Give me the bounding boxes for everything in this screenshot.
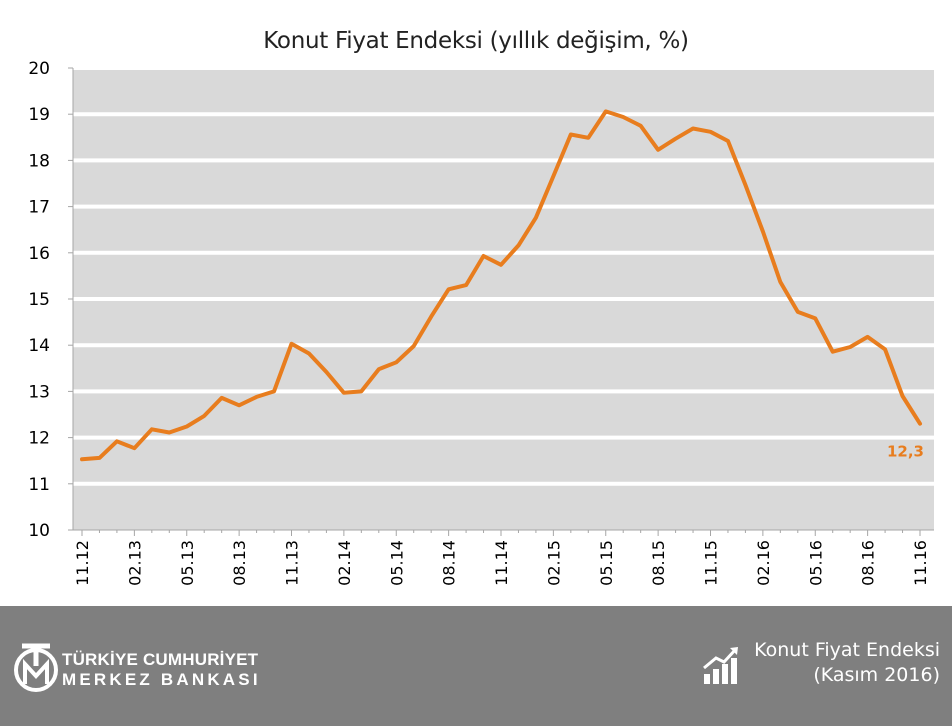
x-tick-label: 05.16 bbox=[806, 540, 825, 586]
y-tick-label: 13 bbox=[28, 382, 50, 402]
series-line bbox=[80, 109, 922, 462]
x-tick-label: 02.14 bbox=[335, 540, 354, 586]
x-tick-label: 02.13 bbox=[125, 540, 144, 586]
y-tick-label: 18 bbox=[28, 151, 50, 171]
footer-title: Konut Fiyat Endeksi bbox=[754, 639, 940, 661]
y-tick-label: 14 bbox=[28, 336, 50, 356]
x-tick-label: 11.14 bbox=[492, 540, 511, 586]
x-tick-label: 11.15 bbox=[702, 540, 721, 586]
bar-chart-growth-icon bbox=[703, 647, 738, 684]
x-tick-label: 11.12 bbox=[73, 540, 92, 586]
logo-text-line2: MERKEZ BANKASI bbox=[62, 670, 261, 689]
logo-text-line1: TÜRKİYE CUMHURİYET bbox=[62, 650, 259, 669]
y-tick-label: 16 bbox=[28, 244, 50, 264]
x-tick-label: 08.14 bbox=[440, 540, 459, 586]
x-tick-label: 08.16 bbox=[859, 540, 878, 586]
tcmb-emblem-icon bbox=[14, 643, 58, 692]
x-tick-label: 08.15 bbox=[649, 540, 668, 586]
y-tick-label: 15 bbox=[28, 290, 50, 310]
x-tick-label: 05.14 bbox=[387, 540, 406, 586]
y-tick-label: 17 bbox=[28, 198, 50, 218]
y-tick-label: 20 bbox=[28, 59, 50, 79]
x-tick-label: 11.16 bbox=[911, 540, 930, 586]
x-tick-label: 08.13 bbox=[230, 540, 249, 586]
x-tick-label: 05.13 bbox=[178, 540, 197, 586]
x-tick-label: 02.15 bbox=[544, 540, 563, 586]
y-tick-label: 19 bbox=[28, 105, 50, 125]
last-value-label: 12,3 bbox=[887, 443, 924, 461]
footer-bar: TÜRKİYE CUMHURİYET MERKEZ BANKASI Konut … bbox=[0, 606, 952, 726]
y-tick-label: 11 bbox=[28, 475, 50, 495]
line-chart: 10 11 12 13 14 15 16 17 18 19 20 11.12 02.13 05.13 08.… bbox=[28, 59, 934, 586]
chart-title: Konut Fiyat Endeksi (yıllık değişim, %) bbox=[263, 28, 689, 54]
y-tick-label: 12 bbox=[28, 429, 50, 449]
x-tick-label: 05.15 bbox=[597, 540, 616, 586]
footer-subtitle: (Kasım 2016) bbox=[813, 664, 940, 686]
x-tick-label: 02.16 bbox=[754, 540, 773, 586]
x-tick-label: 11.13 bbox=[283, 540, 302, 586]
y-tick-label: 10 bbox=[28, 521, 50, 541]
chart-area: Konut Fiyat Endeksi (yıllık değişim, %) … bbox=[28, 28, 934, 586]
